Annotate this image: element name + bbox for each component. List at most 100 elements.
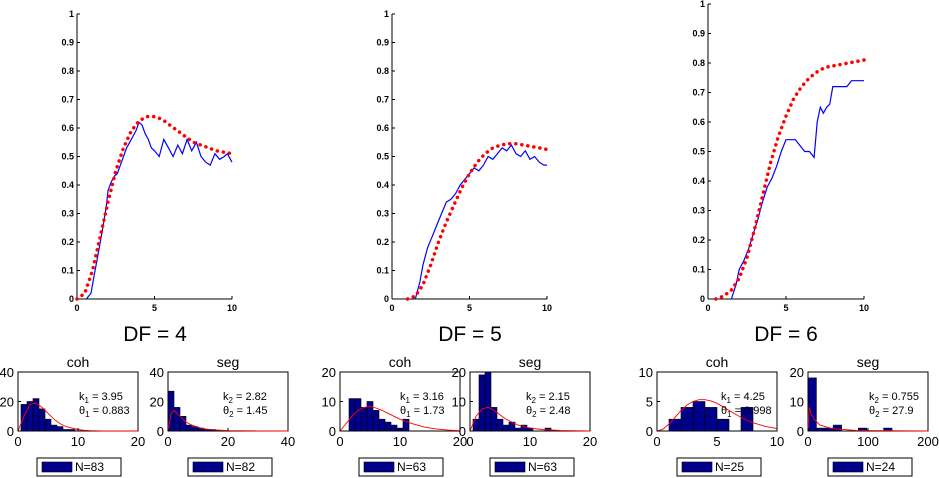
histogram-title: seg [857, 354, 880, 370]
y-tick-label: 0.5 [376, 152, 389, 162]
data-series-line [414, 144, 547, 300]
y-tick-label: 0.1 [692, 265, 705, 275]
x-tick-label: 5 [152, 303, 157, 313]
data-series-line [85, 121, 233, 300]
histogram-bar [692, 401, 706, 432]
y-tick-label: 10 [790, 395, 804, 410]
histogram-bar [807, 377, 817, 432]
fit-curve-dotted [405, 141, 549, 301]
histogram-title: seg [519, 354, 542, 370]
param-k-label: k2 = 2.82 [223, 391, 267, 405]
param-theta-label: θ2 = 1.45 [223, 405, 268, 419]
legend: N=25 [676, 457, 762, 477]
x-tick-label: 10 [71, 434, 85, 449]
y-tick-label: 0.1 [61, 266, 74, 276]
x-tick-label: 10 [227, 303, 237, 313]
histogram-bar [366, 401, 374, 432]
histogram-bar [668, 418, 682, 432]
x-tick-label: 10 [859, 303, 869, 313]
fit-curve-dotted [75, 114, 234, 301]
x-tick-label: 10 [770, 434, 784, 449]
histogram-bar [179, 415, 187, 432]
legend: N=63 [489, 457, 575, 477]
histogram-bar [514, 427, 522, 432]
y-tick-label: 0.7 [692, 88, 705, 98]
legend-label: N=83 [75, 460, 104, 474]
legend-label: N=24 [866, 460, 895, 474]
y-tick-label: 0 [7, 424, 14, 439]
x-tick-label: 20 [221, 434, 235, 449]
param-k-label: k2 = 2.15 [526, 391, 570, 405]
x-tick-label: 40 [281, 434, 295, 449]
histogram-title: coh [706, 354, 729, 370]
y-tick-label: 0.2 [692, 235, 705, 245]
x-tick-label: 200 [917, 434, 939, 449]
histogram-bar [478, 374, 486, 432]
y-tick-label: 1 [69, 9, 74, 19]
param-k-label: k1 = 4.25 [721, 391, 765, 405]
legend-swatch [681, 461, 713, 473]
legend: N=24 [827, 457, 913, 477]
y-tick-label: 0 [646, 424, 653, 439]
legend-label: N=63 [397, 460, 426, 474]
legend-swatch [494, 461, 526, 473]
y-tick-label: 20 [322, 365, 336, 380]
histogram-bar [20, 404, 28, 432]
y-tick-label: 10 [452, 395, 466, 410]
y-tick-label: 10 [639, 365, 653, 380]
gamma-fit-curve [807, 407, 929, 432]
legend-swatch [41, 461, 73, 473]
param-k-label: k2 = 0.755 [869, 391, 919, 405]
y-tick-label: 40 [0, 365, 14, 380]
gamma-fit-curve [656, 399, 778, 432]
y-tick-label: 20 [452, 365, 466, 380]
legend-swatch [192, 461, 224, 473]
y-tick-label: 0.7 [61, 95, 74, 105]
y-tick-label: 0.2 [61, 237, 74, 247]
x-tick-label: 0 [389, 303, 394, 313]
y-tick-label: 0 [384, 294, 389, 304]
y-tick-label: 0 [700, 294, 705, 304]
y-tick-label: 0.8 [376, 66, 389, 76]
x-tick-label: 0 [705, 303, 710, 313]
x-tick-label: 10 [393, 434, 407, 449]
fit-curve-dotted [714, 58, 866, 301]
y-tick-label: 0.4 [376, 180, 389, 190]
histogram-bar [68, 429, 76, 432]
y-tick-label: 0.5 [61, 152, 74, 162]
y-tick-label: 5 [646, 395, 653, 410]
histogram-bar [680, 407, 694, 432]
x-tick-label: 20 [583, 434, 597, 449]
histogram-title: coh [67, 354, 90, 370]
param-theta-label: θ1 = 0.883 [79, 405, 130, 419]
x-tick-label: 100 [857, 434, 879, 449]
param-theta-label: θ2 = 2.48 [526, 405, 571, 419]
y-tick-label: 0.4 [692, 176, 705, 186]
y-tick-label: 0.6 [692, 117, 705, 127]
y-tick-label: 0.4 [61, 180, 74, 190]
x-tick-label: 0 [336, 434, 343, 449]
histogram-bar [740, 407, 754, 432]
histogram-bar [716, 418, 730, 432]
legend-swatch [832, 461, 864, 473]
histogram-bar [38, 408, 46, 432]
histogram-bar [354, 398, 362, 432]
y-tick-label: 0.1 [376, 266, 389, 276]
data-series-line [730, 80, 864, 300]
x-tick-label: 0 [466, 434, 473, 449]
x-tick-label: 10 [542, 303, 552, 313]
gamma-fit-curve [469, 406, 591, 432]
y-tick-label: 1 [384, 9, 389, 19]
histogram-bar [496, 418, 504, 432]
histogram-title: coh [389, 354, 412, 370]
y-tick-label: 0.9 [692, 29, 705, 39]
histogram-bar [360, 407, 368, 432]
legend-label: N=63 [528, 460, 557, 474]
